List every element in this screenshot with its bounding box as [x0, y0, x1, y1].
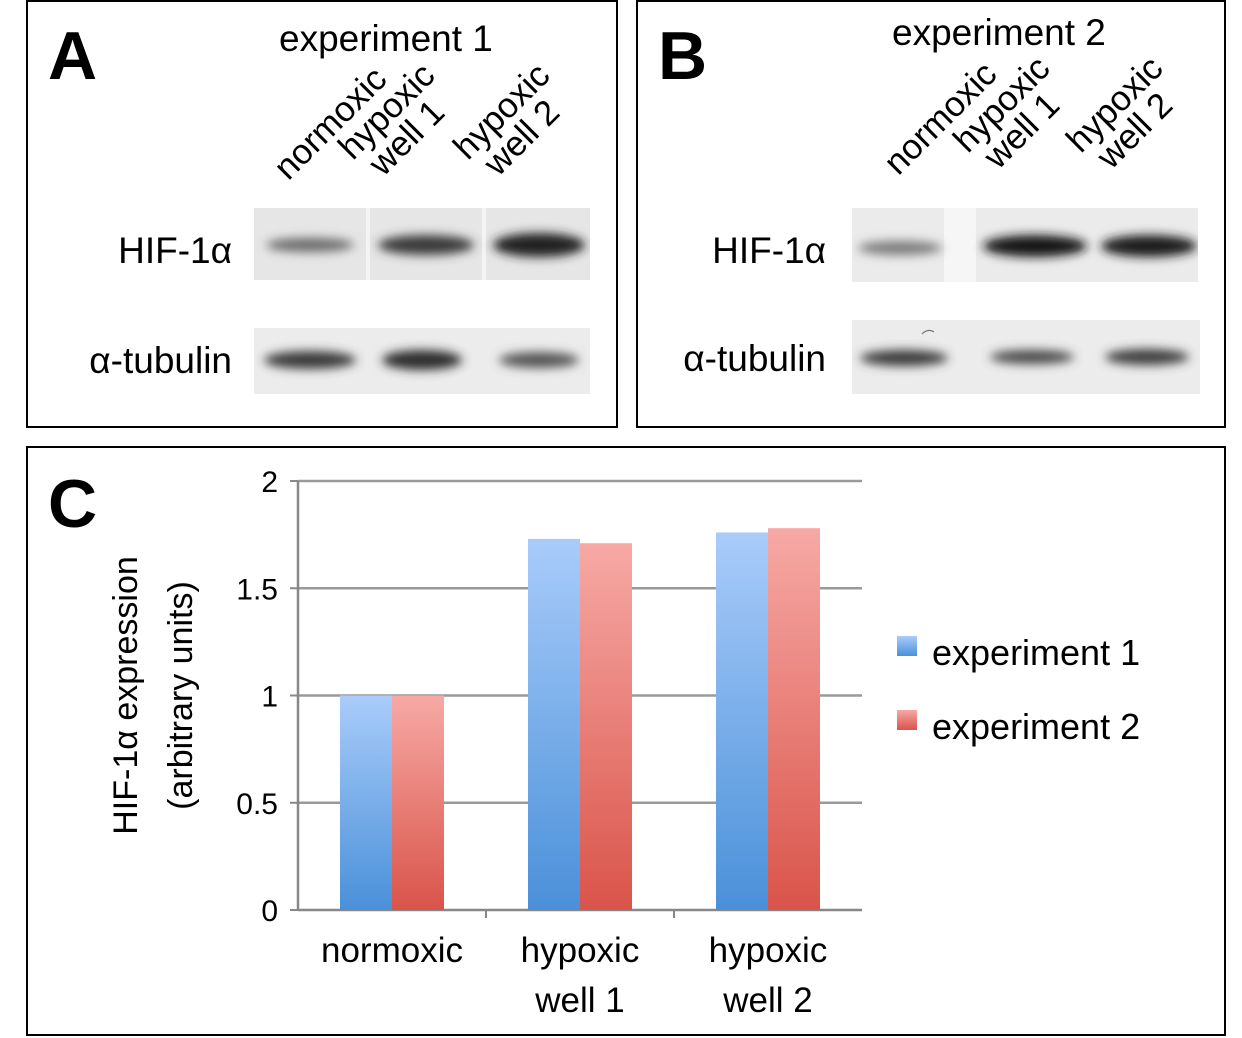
- bar-experiment-1: [528, 538, 580, 910]
- row-label-tubulin: α-tubulin: [683, 338, 826, 379]
- panel-b: B experiment 2 normoxic hypoxic well 1 h…: [636, 0, 1226, 428]
- blot-hif-exp1: [254, 208, 590, 280]
- x-tick-label: hypoxic: [521, 931, 640, 970]
- panel-b-title: experiment 2: [892, 12, 1106, 53]
- x-tick-label: well 1: [534, 981, 624, 1020]
- bar-experiment-2: [392, 695, 444, 910]
- blot-tubulin-exp2: [852, 320, 1200, 394]
- bar-experiment-1: [340, 695, 392, 910]
- bar-experiment-1: [716, 532, 768, 910]
- y-tick-label: 0.5: [236, 788, 278, 821]
- legend-label: experiment 2: [932, 706, 1140, 747]
- panel-a: A experiment 1 normoxic hypoxic well 1 h…: [26, 0, 618, 428]
- y-tick-label: 2: [261, 466, 278, 499]
- x-tick-label: hypoxic: [709, 931, 828, 970]
- blot-tubulin-exp1: [254, 328, 590, 394]
- row-label-tubulin: α-tubulin: [89, 340, 232, 381]
- legend-swatch: [897, 710, 917, 730]
- legend-swatch: [897, 636, 917, 656]
- panel-letter-c: C: [48, 466, 98, 542]
- panel-letter-b: B: [658, 18, 708, 94]
- y-axis-label: HIF-1α expression: [107, 556, 145, 835]
- y-tick-label: 1.5: [236, 573, 278, 606]
- bar-experiment-2: [580, 543, 632, 910]
- row-label-hif: HIF-1α: [118, 230, 232, 271]
- y-axis-label: (arbitrary units): [162, 581, 200, 810]
- blot-hif-exp2: [852, 208, 1198, 282]
- panel-a-title: experiment 1: [279, 18, 493, 59]
- bar-experiment-2: [768, 528, 820, 910]
- y-tick-label: 0: [261, 895, 278, 928]
- y-tick-label: 1: [261, 681, 278, 714]
- panel-letter-a: A: [48, 18, 98, 94]
- x-tick-label: normoxic: [321, 931, 463, 970]
- legend-label: experiment 1: [932, 632, 1140, 673]
- x-tick-label: well 2: [722, 981, 812, 1020]
- row-label-hif: HIF-1α: [712, 230, 826, 271]
